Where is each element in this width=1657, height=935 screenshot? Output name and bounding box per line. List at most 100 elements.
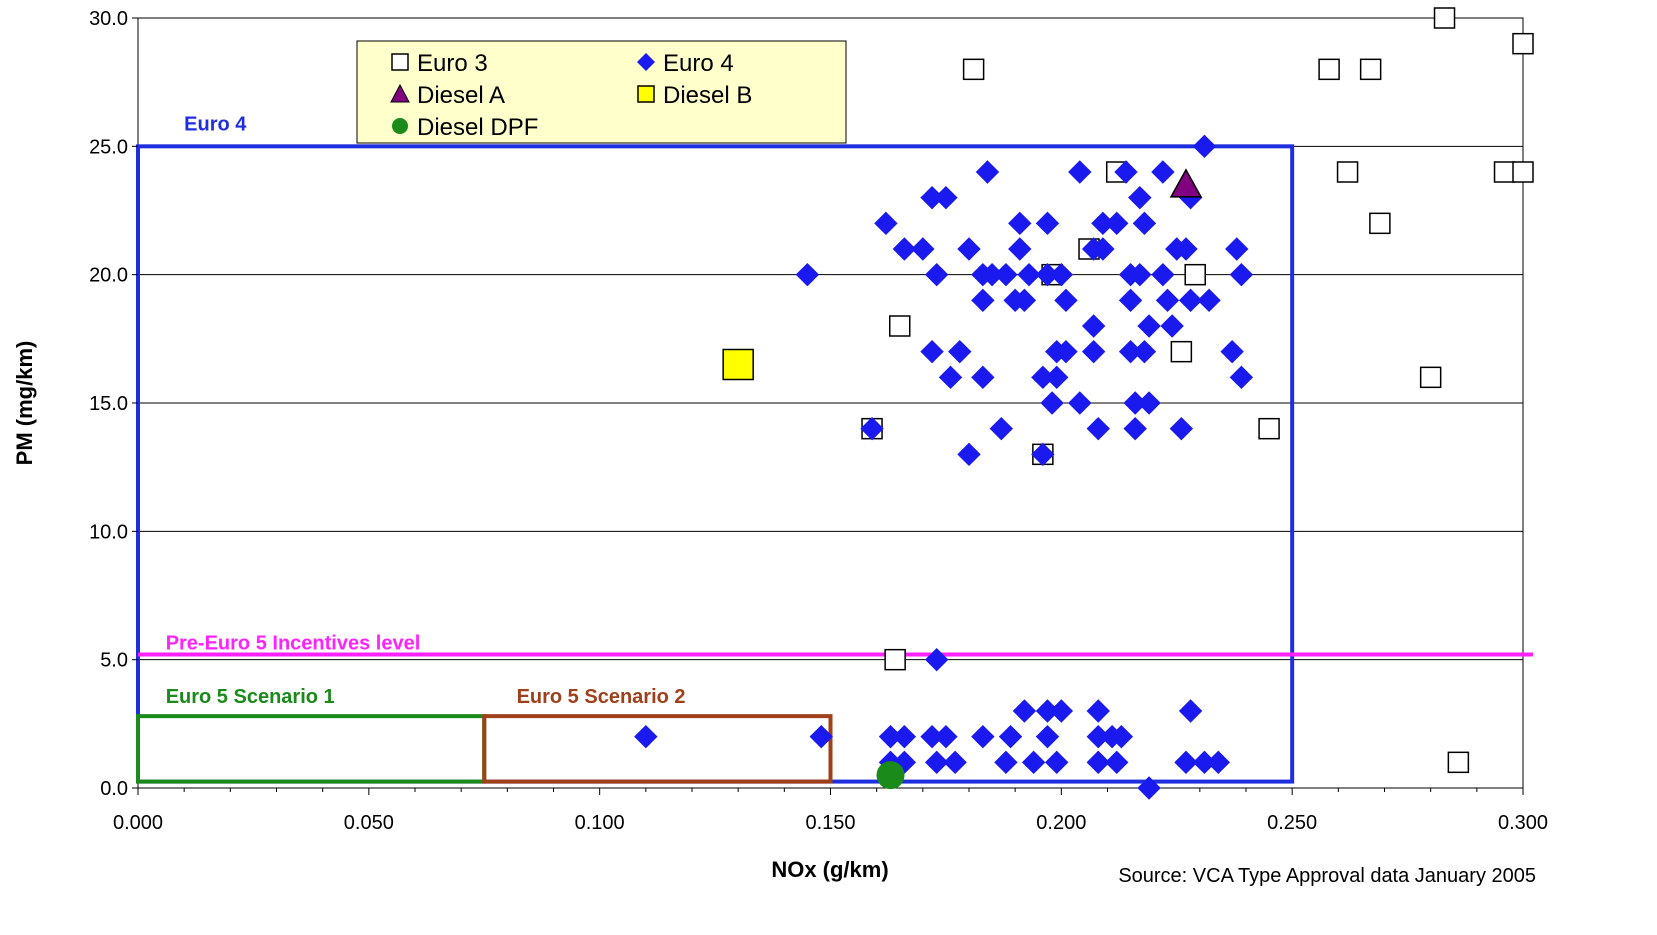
euro-4-point	[860, 416, 884, 441]
euro-4-point	[634, 724, 658, 749]
source-note: Source: VCA Type Approval data January 2…	[1118, 865, 1536, 887]
euro-4-point	[924, 750, 949, 775]
euro-4-point	[957, 442, 981, 467]
euro-4-point	[1229, 365, 1254, 390]
euro-4-point	[971, 724, 995, 749]
y-axis: 0.0 5.0 10.0 15.0 20.0 25.0 30.0	[89, 8, 138, 800]
euro-3-point	[1318, 58, 1340, 81]
diesel-dpf-point	[876, 761, 905, 790]
euro-3-point	[1184, 263, 1206, 286]
euro-3-point	[1433, 7, 1456, 29]
euro-4-point	[1045, 365, 1069, 390]
euro-4-point	[1151, 160, 1175, 184]
region-label: Euro 5 Scenario 1	[166, 686, 335, 708]
euro-4-point	[989, 416, 1014, 441]
euro-3-point	[1336, 161, 1359, 183]
euro-4-point	[943, 750, 967, 775]
y-tick-label: 5.0	[100, 650, 128, 672]
euro-4-point	[998, 724, 1023, 749]
euro-4-point	[809, 724, 833, 749]
euro-4-point	[1105, 211, 1129, 236]
euro-4-point	[1045, 750, 1069, 775]
y-axis-title: PM (mg/km)	[12, 341, 37, 466]
euro-3-point	[1170, 340, 1193, 363]
euro-4-point	[924, 647, 949, 672]
euro-3-point	[1493, 161, 1516, 183]
euro-4-point	[1137, 391, 1161, 415]
euro-4-point	[971, 288, 995, 313]
euro-4-point	[938, 365, 963, 390]
x-tick-label: 0.250	[1267, 812, 1317, 834]
euro-4-point	[1174, 237, 1198, 261]
euro-3-point	[1359, 58, 1382, 81]
euro-4-point	[911, 237, 935, 261]
legend-marker	[392, 118, 408, 134]
euro-4-point	[1109, 724, 1134, 749]
euro-4-point	[994, 262, 1018, 287]
legend-label: Diesel DPF	[417, 114, 538, 141]
euro-4-point	[1155, 288, 1180, 313]
euro-4-point	[920, 339, 944, 364]
legend-label: Diesel B	[663, 82, 752, 109]
reference-lines: Pre-Euro 5 Incentives level	[138, 633, 1533, 657]
x-tick-label: 0.000	[113, 812, 163, 834]
euro-4-point	[1081, 339, 1106, 364]
region-box	[482, 714, 833, 784]
euro-4-point	[892, 237, 917, 261]
euro-4-point	[1008, 211, 1032, 236]
euro-4-point	[1040, 391, 1064, 415]
euro-4-point	[975, 160, 1000, 184]
euro-3-point	[1419, 366, 1442, 389]
diesel-b-point	[722, 348, 754, 381]
legend-box	[356, 40, 847, 144]
euro-4-point	[1151, 262, 1175, 287]
euro-4-point	[795, 262, 820, 287]
euro-4-point	[892, 724, 917, 749]
euro-4-point	[1068, 391, 1092, 415]
euro-4-point	[1137, 314, 1161, 338]
euro-4-point	[971, 365, 995, 390]
euro-4-point	[1169, 416, 1194, 441]
euro-4-point	[1118, 288, 1143, 313]
euro-4-point	[1054, 288, 1078, 313]
euro-4-point	[1137, 776, 1161, 800]
euro-4-point	[1035, 724, 1060, 749]
euro-4-point	[1008, 237, 1032, 261]
legend-marker	[390, 83, 410, 103]
regions: Euro 4 Euro 5 Scenario 1 Euro 5 Scenario 2	[136, 113, 1295, 784]
euro-4-point	[1220, 339, 1244, 364]
euro-3-point	[1447, 751, 1470, 774]
euro-4-point	[1031, 442, 1055, 467]
euro-4-point	[1021, 750, 1046, 775]
euro-3-point	[889, 315, 911, 337]
euro-4-point	[1197, 288, 1221, 313]
euro-4-point	[1054, 339, 1078, 364]
euro-4-point	[1132, 339, 1157, 364]
euro-4-point	[1225, 237, 1249, 261]
reference-line-label: Pre-Euro 5 Incentives level	[166, 633, 421, 655]
x-axis: 0.000 0.050 0.100 0.150 0.200 0.250 0.300	[113, 787, 1548, 834]
y-tick-label: 30.0	[89, 8, 128, 30]
euro-4-point	[934, 185, 958, 210]
legend-marker	[637, 85, 655, 103]
euro-4-point	[1049, 262, 1074, 287]
euro-4-point	[948, 339, 972, 364]
euro-4-point	[1128, 185, 1152, 210]
euro-4-point	[1229, 262, 1254, 287]
euro-4-point	[1132, 211, 1157, 236]
x-tick-label: 0.100	[575, 812, 625, 834]
euro-3-point	[1512, 161, 1534, 183]
legend-label: Diesel A	[417, 82, 505, 109]
euro-4-point	[1012, 288, 1037, 313]
legend-marker	[637, 53, 655, 71]
region-label: Euro 5 Scenario 2	[517, 686, 686, 708]
euro-4-point	[1123, 416, 1147, 441]
euro-4-point	[1068, 160, 1092, 184]
legend-label: Euro 3	[417, 50, 488, 77]
euro-4-point	[1178, 288, 1203, 313]
euro-3-point	[884, 648, 906, 671]
euro-4-point	[1174, 750, 1198, 775]
x-tick-label: 0.050	[344, 812, 394, 834]
euro-4-point	[1035, 211, 1060, 236]
euro-4-point	[1091, 237, 1115, 261]
